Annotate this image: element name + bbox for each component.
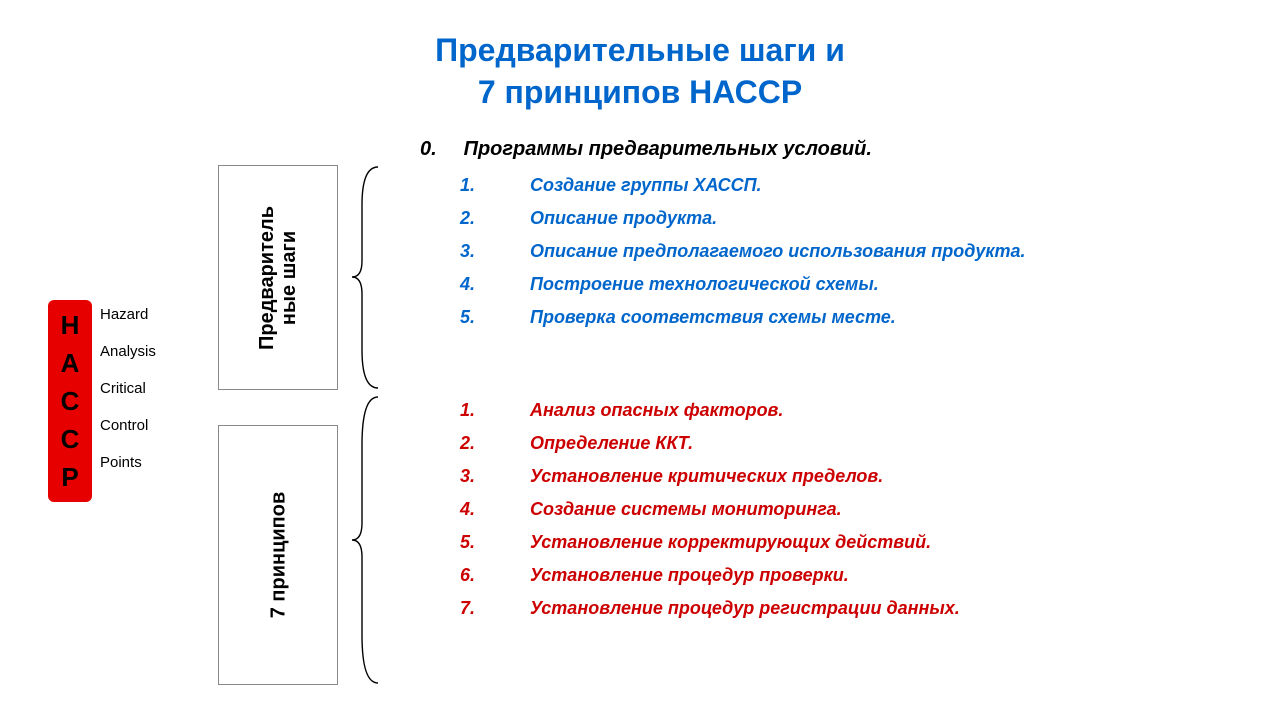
list-item: 7.Установление процедур регистрации данн… <box>460 598 960 619</box>
list-item: 1.Анализ опасных факторов. <box>460 400 960 421</box>
title-line2: 7 принципов НАССР <box>478 74 802 110</box>
box-principles-label: 7 принципов <box>267 492 289 619</box>
list-item: 5.Проверка соответствия схемы месте. <box>460 307 1026 328</box>
haccp-word: Points <box>100 454 156 471</box>
list-item: 4.Построение технологической схемы. <box>460 274 1026 295</box>
item-zero: 0. Программы предварительных условий. <box>420 138 872 161</box>
list-item: 2.Определение ККТ. <box>460 433 960 454</box>
list-item: 2.Описание продукта. <box>460 208 1026 229</box>
haccp-word: Hazard <box>100 306 156 323</box>
preliminary-steps-list: 1.Создание группы ХАССП. 2.Описание прод… <box>460 175 1026 340</box>
item-zero-text: Программы предварительных условий. <box>464 138 872 160</box>
haccp-letter: C <box>61 388 80 414</box>
haccp-letter: P <box>61 464 78 490</box>
box-preliminary-steps: Предваритель ные шаги <box>218 165 338 390</box>
list-item: 4.Создание системы мониторинга. <box>460 499 960 520</box>
principles-list: 1.Анализ опасных факторов. 2.Определение… <box>460 400 960 631</box>
box-7-principles: 7 принципов <box>218 425 338 685</box>
haccp-badge: H A C C P <box>48 300 92 502</box>
haccp-letter: C <box>61 426 80 452</box>
haccp-letter: A <box>61 350 80 376</box>
haccp-word: Analysis <box>100 343 156 360</box>
list-item: 6.Установление процедур проверки. <box>460 565 960 586</box>
item-zero-num: 0. <box>420 138 458 161</box>
brace-prelim <box>348 165 388 390</box>
haccp-word: Control <box>100 417 156 434</box>
haccp-words: Hazard Analysis Critical Control Points <box>100 306 156 471</box>
title-line1: Предварительные шаги и <box>435 32 845 68</box>
box-preliminary-label: Предваритель ные шаги <box>256 206 300 350</box>
list-item: 3.Описание предполагаемого использования… <box>460 241 1026 262</box>
list-item: 1.Создание группы ХАССП. <box>460 175 1026 196</box>
page-title: Предварительные шаги и 7 принципов НАССР <box>0 30 1280 113</box>
list-item: 5.Установление корректирующих действий. <box>460 532 960 553</box>
haccp-word: Critical <box>100 380 156 397</box>
list-item: 3.Установление критических пределов. <box>460 466 960 487</box>
brace-principles <box>348 395 388 685</box>
haccp-letter: H <box>61 312 80 338</box>
